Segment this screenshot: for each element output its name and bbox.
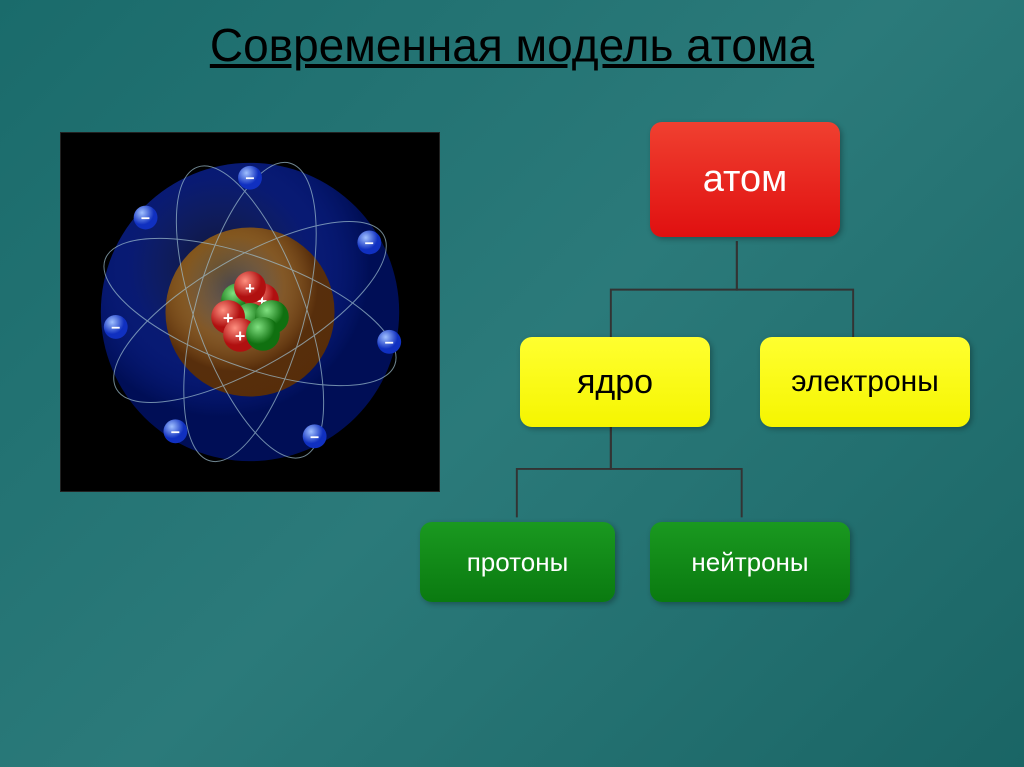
node-neutrons-label: нейтроны (691, 547, 808, 578)
node-electrons: электроны (760, 337, 970, 427)
svg-text:+: + (235, 326, 245, 346)
edge-root-electrons (737, 241, 853, 338)
svg-text:−: − (365, 235, 374, 252)
node-neutrons: нейтроны (650, 522, 850, 602)
svg-text:−: − (141, 210, 150, 227)
svg-text:−: − (310, 429, 319, 446)
node-atom-label: атом (703, 158, 788, 201)
svg-text:−: − (111, 320, 120, 337)
edge-nucleus-neutrons (611, 425, 742, 517)
atom-svg: + + + + − − − − − − − (61, 133, 439, 491)
slide-content: + + + + − − − − − − − (0, 72, 1024, 622)
edge-nucleus-protons (517, 425, 611, 517)
node-protons-label: протоны (467, 547, 569, 578)
svg-text:−: − (385, 335, 394, 352)
edge-root-nucleus (611, 241, 737, 338)
slide-title: Современная модель атома (0, 0, 1024, 72)
node-nucleus-label: ядро (577, 363, 653, 402)
node-nucleus: ядро (520, 337, 710, 427)
node-protons: протоны (420, 522, 615, 602)
svg-text:+: + (245, 279, 255, 298)
svg-text:−: − (171, 424, 180, 441)
svg-text:−: − (245, 171, 254, 188)
node-atom: атом (650, 122, 840, 237)
node-electrons-label: электроны (791, 365, 939, 399)
hierarchy-diagram: атом ядро электроны протоны нейтроны (480, 122, 984, 622)
atom-illustration: + + + + − − − − − − − (60, 132, 440, 492)
